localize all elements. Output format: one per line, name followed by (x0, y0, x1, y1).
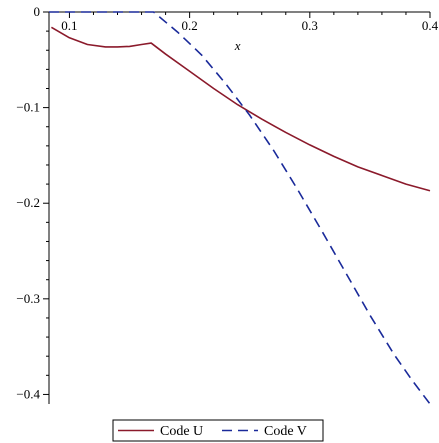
legend-label: Code V (264, 424, 307, 439)
legend: Code U Code V (112, 419, 324, 442)
x-axis-label: x (234, 38, 241, 53)
x-tick-label: 0.3 (302, 18, 318, 33)
x-tick-label: 0.2 (181, 18, 197, 33)
y-tick-label: −0.3 (16, 291, 40, 306)
legend-box (112, 419, 324, 442)
y-tick-label: −0.2 (16, 195, 40, 210)
series-line-code-u (50, 26, 431, 192)
series-line-code-v (49, 11, 431, 405)
y-tick-label: −0.1 (16, 100, 40, 115)
x-ticks: 0.1 0.2 0.3 0.4 (61, 12, 439, 33)
y-tick-label: −0.4 (16, 386, 40, 401)
y-tick-label: 0 (34, 4, 41, 19)
x-tick-label: 0.1 (61, 18, 77, 33)
x-tick-label: 0.4 (422, 18, 439, 33)
legend-label: Code U (160, 424, 203, 439)
series-layer (49, 11, 431, 405)
y-ticks: 0 −0.1 −0.2 −0.3 −0.4 (16, 4, 49, 401)
axes (48, 11, 430, 404)
